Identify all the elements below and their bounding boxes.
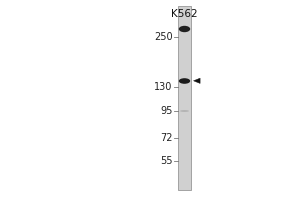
Ellipse shape [179,78,190,84]
Bar [178,6,191,190]
Text: K562: K562 [171,9,198,19]
Ellipse shape [180,110,189,112]
Text: 250: 250 [154,32,172,42]
Polygon shape [194,78,200,83]
Text: 95: 95 [160,106,172,116]
Text: 55: 55 [160,156,172,166]
Ellipse shape [179,26,190,32]
Text: 130: 130 [154,82,172,92]
Text: 72: 72 [160,133,172,143]
